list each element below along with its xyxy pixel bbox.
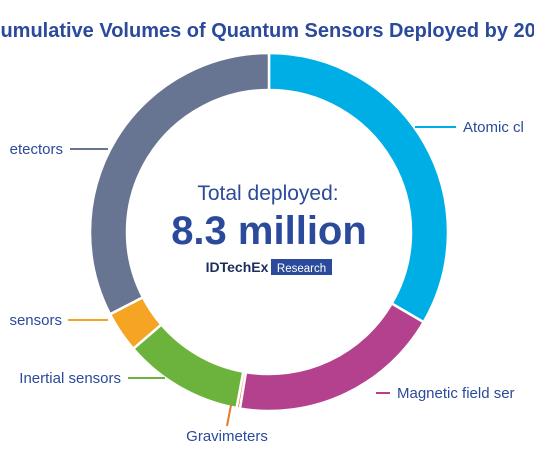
slices-group: [88, 51, 450, 413]
logo-tag-background: [271, 259, 332, 275]
slice-label-1: Magnetic field ser: [397, 385, 515, 402]
logo-brand: IDTechEx: [206, 259, 269, 275]
total-value: 8.3 million: [171, 209, 367, 253]
leader-line-2: [226, 404, 232, 427]
slice-label-5: etectors: [10, 141, 63, 158]
slice-label-3: Inertial sensors: [19, 370, 121, 387]
leaders-group: Atomic cl Magnetic field ser Gravimeters In…: [9, 119, 523, 445]
slice-label-0: Atomic cl: [463, 119, 524, 136]
slice-3: [131, 322, 245, 410]
chart-title: Cumulative Volumes of Quantum Sensors De…: [0, 20, 534, 42]
slice-label-4: sensors: [9, 312, 62, 329]
slice-5: [88, 51, 271, 316]
idtechex-logo: IDTechEx Research: [206, 259, 332, 275]
slice-label-2: Gravimeters: [186, 428, 268, 445]
center-caption: Total deployed:: [197, 182, 338, 205]
logo-tag: Research: [277, 263, 326, 275]
